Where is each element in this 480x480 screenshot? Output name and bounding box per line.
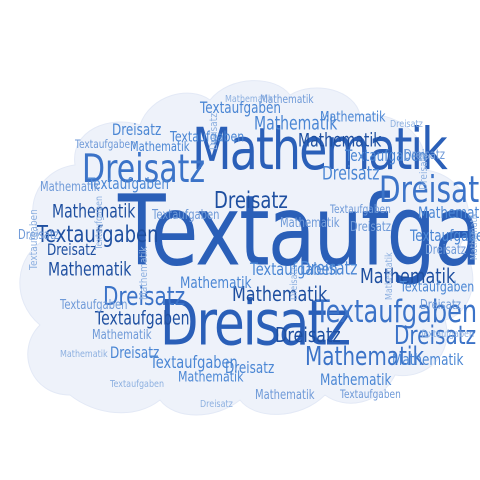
cloud-word: Textaufgaben (340, 388, 401, 402)
cloud-word: Dreisatz (47, 240, 97, 259)
cloud-word: Mathematik (48, 259, 132, 281)
cloud-word: Textaufgaben (315, 293, 478, 330)
cloud-word: Mathematik (130, 140, 190, 155)
cloud-word: Mathematik (255, 388, 315, 403)
cloud-word: Dreisatz (300, 258, 358, 280)
cloud-word: Textaufgaben (110, 378, 165, 390)
cloud-word: Textaufgaben (170, 128, 245, 146)
cloud-word: Dreisatz (379, 168, 480, 211)
cloud-word: Textaufgaben (150, 353, 238, 374)
cloud-word: Dreisatz (420, 298, 462, 313)
cloud-word: Mathematik (232, 281, 328, 307)
cloud-word: Dreisatz (208, 113, 221, 150)
cloud-word: Mathematik (383, 252, 395, 300)
cloud-word: Mathematik (192, 115, 448, 183)
cloud-word: Dreisatz (110, 343, 160, 362)
cloud-word: Dreisatz (404, 148, 446, 163)
cloud-word: Dreisatz (418, 153, 431, 190)
cloud-word: Mathematik (280, 216, 340, 231)
cloud-word: Dreisatz (225, 358, 275, 377)
cloud-word: Textaufgaben (88, 174, 170, 193)
cloud-word: Dreisatz (288, 267, 300, 300)
cloud-word: Dreisatz (322, 163, 380, 185)
cloud-word: Dreisatz (214, 187, 288, 215)
cloud-word: Mathematik (225, 93, 273, 105)
cloud-word: Dreisatz (112, 120, 162, 139)
cloud-word: Textaufgaben (152, 208, 220, 223)
cloud-word: Dreisatz (275, 322, 341, 348)
cloud-word: Textaufgaben (75, 138, 136, 152)
cloud-word: Textaufgaben (330, 203, 391, 217)
cloud-word: Mathematik (260, 93, 314, 107)
cloud-word: Mathematik (92, 328, 152, 343)
cloud-word: Dreisatz (82, 147, 206, 193)
cloud-word: Mathematik (298, 130, 382, 152)
cloud-word: Textaufgaben (37, 221, 159, 249)
cloud-background (19, 80, 474, 416)
cloud-word: Mathematik (418, 203, 480, 222)
cloud-word: Textaufgaben (28, 209, 41, 270)
cloud-word: Dreisatz (200, 398, 233, 410)
cloud-word: Mathematik (60, 348, 108, 360)
cloud-word: Dreisatz (18, 228, 60, 243)
cloud-word: Mathematik (138, 246, 151, 300)
cloud-word: Textaufgaben (93, 195, 105, 250)
cloud-word: Mathematik (320, 108, 386, 126)
cloud-word: Textaufgaben (250, 260, 338, 281)
cloud-word: Mathematik (392, 350, 464, 369)
cloud-word: Dreisatz (425, 243, 467, 258)
cloud-word: Mathematik (40, 180, 100, 195)
cloud-word: Textaufgaben (410, 226, 480, 245)
cloud-word: Dreisatz (160, 287, 351, 360)
cloud-word: Textaufgaben (400, 278, 475, 296)
cloud-word: Dreisatz (350, 220, 392, 235)
cloud-word: Dreisatz (103, 280, 186, 312)
cloud-word: Textaufgaben (200, 98, 282, 117)
cloud-word: Textaufgaben (118, 175, 480, 288)
cloud-word: Mathematik (178, 368, 244, 386)
cloud-word: Textaufgaben (420, 328, 475, 340)
cloud-word: Mathematik (360, 263, 456, 289)
cloud-word: Mathematik (320, 370, 392, 389)
cloud-word: Textaufgaben (95, 308, 190, 330)
cloud-word: Mathematik (254, 113, 338, 135)
cloud-word: Mathematik (180, 273, 252, 292)
cloud-word: Mathematik (52, 201, 136, 223)
cloud-word: Textaufgaben (60, 298, 128, 313)
cloud-word: Mathematik (305, 340, 425, 372)
cloud-word: Mathematik (468, 212, 480, 260)
cloud-word: Dreisatz (390, 118, 423, 130)
cloud-word: Dreisatz (394, 319, 477, 351)
cloud-word: Textaufgaben (345, 146, 427, 165)
